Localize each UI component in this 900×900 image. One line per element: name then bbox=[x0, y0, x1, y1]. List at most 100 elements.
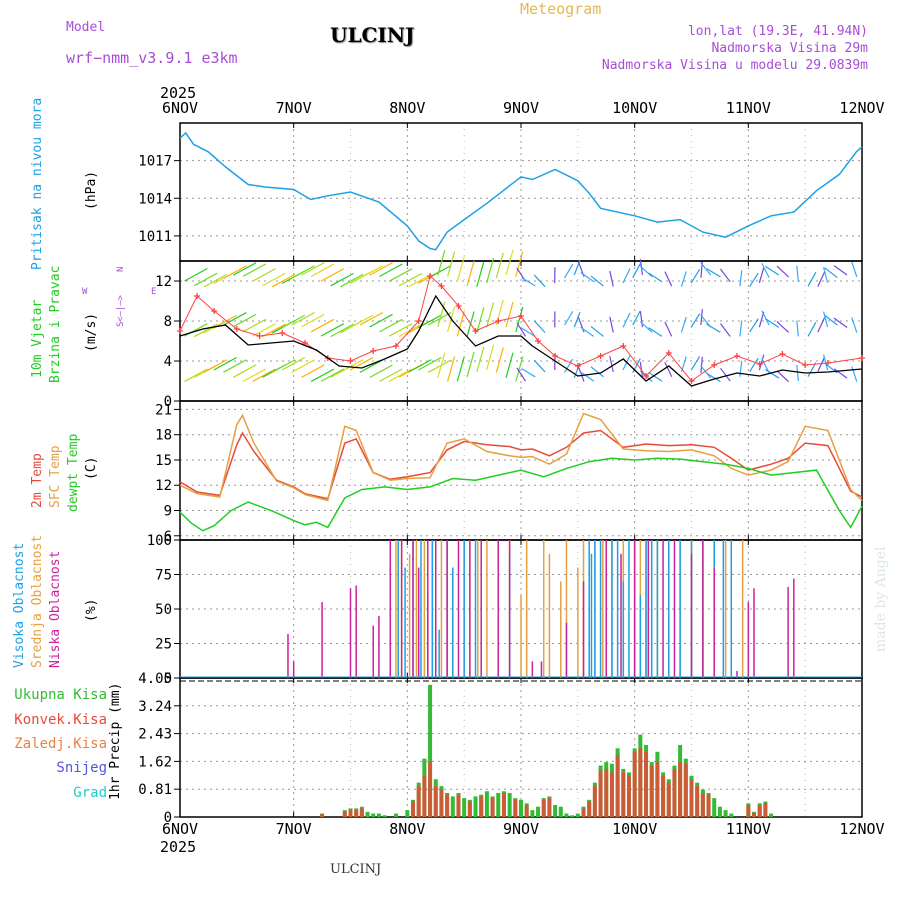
panel-frame bbox=[179, 677, 863, 818]
wind-barb bbox=[252, 323, 276, 337]
conv-precip-bar bbox=[609, 772, 614, 817]
conv-precip-bar bbox=[524, 804, 529, 817]
wind-barb bbox=[690, 356, 701, 371]
wind-barb bbox=[408, 359, 432, 373]
wind-barb bbox=[851, 317, 858, 333]
wind-barb bbox=[242, 368, 267, 382]
wind-gust-marker bbox=[597, 353, 604, 359]
wind-barb bbox=[590, 366, 604, 378]
conv-precip-bar bbox=[695, 786, 700, 817]
wind-barb bbox=[648, 371, 663, 382]
wind-barb bbox=[817, 271, 826, 287]
wind-barb bbox=[521, 277, 536, 287]
wind-barb bbox=[320, 323, 345, 337]
conv-precip-bar bbox=[706, 794, 711, 817]
total-precip-bar bbox=[717, 806, 722, 817]
wind-gust-marker bbox=[211, 308, 218, 314]
wind-barb bbox=[515, 306, 524, 333]
wind-barb bbox=[533, 320, 546, 333]
wind-barb bbox=[495, 252, 504, 279]
x-tick-label-top: 11NOV bbox=[726, 99, 771, 117]
wind-barb bbox=[824, 314, 838, 326]
conv-precip-bar bbox=[689, 779, 694, 817]
conv-precip-bar bbox=[354, 810, 359, 817]
total-precip-bar bbox=[507, 792, 512, 817]
wind-barb bbox=[796, 320, 799, 337]
total-precip-bar bbox=[553, 804, 558, 817]
wind-barb bbox=[632, 358, 641, 373]
wind-barb bbox=[379, 318, 403, 333]
conv-precip-bar bbox=[342, 811, 347, 817]
y-tick-label: 4 bbox=[164, 354, 172, 370]
wind-barb bbox=[690, 313, 701, 328]
conv-precip-bar bbox=[621, 772, 626, 817]
conv-precip-bar bbox=[416, 786, 421, 817]
conv-precip-bar bbox=[638, 748, 643, 817]
wind-barb bbox=[271, 359, 296, 373]
wind-barb bbox=[700, 262, 712, 276]
legend-snow: Snijeg bbox=[56, 760, 107, 776]
conv-precip-bar bbox=[547, 798, 552, 817]
wind-barb bbox=[349, 314, 374, 329]
wind-barb bbox=[609, 270, 614, 287]
x-tick-label-bottom: 11NOV bbox=[726, 820, 771, 838]
wind-barb bbox=[680, 316, 687, 333]
wind-barb bbox=[418, 357, 442, 371]
conv-precip-bar bbox=[626, 775, 631, 817]
wind-barb bbox=[456, 311, 465, 337]
wind-gust-marker bbox=[427, 273, 434, 279]
y-tick-label: 9 bbox=[164, 504, 172, 520]
total-precip-bar bbox=[382, 815, 387, 817]
conv-precip-bar bbox=[587, 801, 592, 817]
y-tick-label: 8 bbox=[164, 314, 172, 330]
wind-barb bbox=[330, 272, 354, 287]
wind-barb bbox=[379, 263, 403, 278]
wind-barb bbox=[516, 367, 527, 382]
wind-barb bbox=[706, 323, 721, 333]
wind-barb bbox=[476, 307, 485, 333]
wind-barb bbox=[533, 274, 546, 288]
total-precip-bar bbox=[519, 799, 523, 817]
wind-barb bbox=[823, 354, 829, 371]
wind-barb bbox=[359, 359, 384, 373]
wind-barb bbox=[648, 327, 663, 337]
conv-precip-bar bbox=[411, 801, 416, 817]
wind-barb bbox=[184, 368, 208, 382]
conv-precip-bar bbox=[598, 770, 603, 817]
wind-barb bbox=[749, 357, 759, 373]
wind-barb bbox=[580, 326, 595, 337]
wind-barb bbox=[437, 249, 446, 276]
wind-barb bbox=[824, 267, 838, 279]
conv-precip-bar bbox=[632, 751, 637, 817]
x-tick-label-top: 9NOV bbox=[503, 99, 539, 117]
wind-barb bbox=[485, 257, 495, 284]
wind-barb bbox=[388, 323, 413, 337]
wind-barb bbox=[776, 321, 790, 333]
legend-conv-rain: Konvek.Kisa bbox=[14, 712, 107, 728]
y-tick-label: 2.43 bbox=[138, 727, 172, 743]
conv-precip-bar bbox=[445, 794, 450, 817]
pressure-series-line bbox=[179, 131, 863, 251]
y-tick-label: 4.05 bbox=[138, 671, 172, 687]
conv-precip-bar bbox=[433, 786, 438, 817]
conv-precip-bar bbox=[678, 762, 683, 817]
wind-barb bbox=[281, 357, 306, 371]
wind-speed-line bbox=[179, 294, 863, 387]
conv-precip-bar bbox=[592, 786, 597, 817]
x-tick-label-bottom: 8NOV bbox=[389, 820, 425, 838]
wind-barb bbox=[817, 317, 826, 333]
wind-gust-marker bbox=[370, 348, 377, 354]
wind-barb bbox=[515, 251, 524, 277]
wind-barb bbox=[680, 271, 687, 287]
wind-barb bbox=[398, 272, 422, 287]
t2m-series-line bbox=[179, 429, 863, 500]
wind-barb bbox=[739, 360, 743, 377]
total-precip-bar bbox=[462, 798, 467, 817]
wind-gust-marker bbox=[455, 303, 462, 309]
wind-barb bbox=[310, 368, 335, 382]
wind-barb bbox=[700, 356, 703, 373]
wind-barb bbox=[485, 344, 495, 371]
wind-barb bbox=[807, 362, 817, 377]
conv-precip-bar bbox=[683, 763, 688, 817]
y-tick-label: 75 bbox=[155, 568, 172, 584]
